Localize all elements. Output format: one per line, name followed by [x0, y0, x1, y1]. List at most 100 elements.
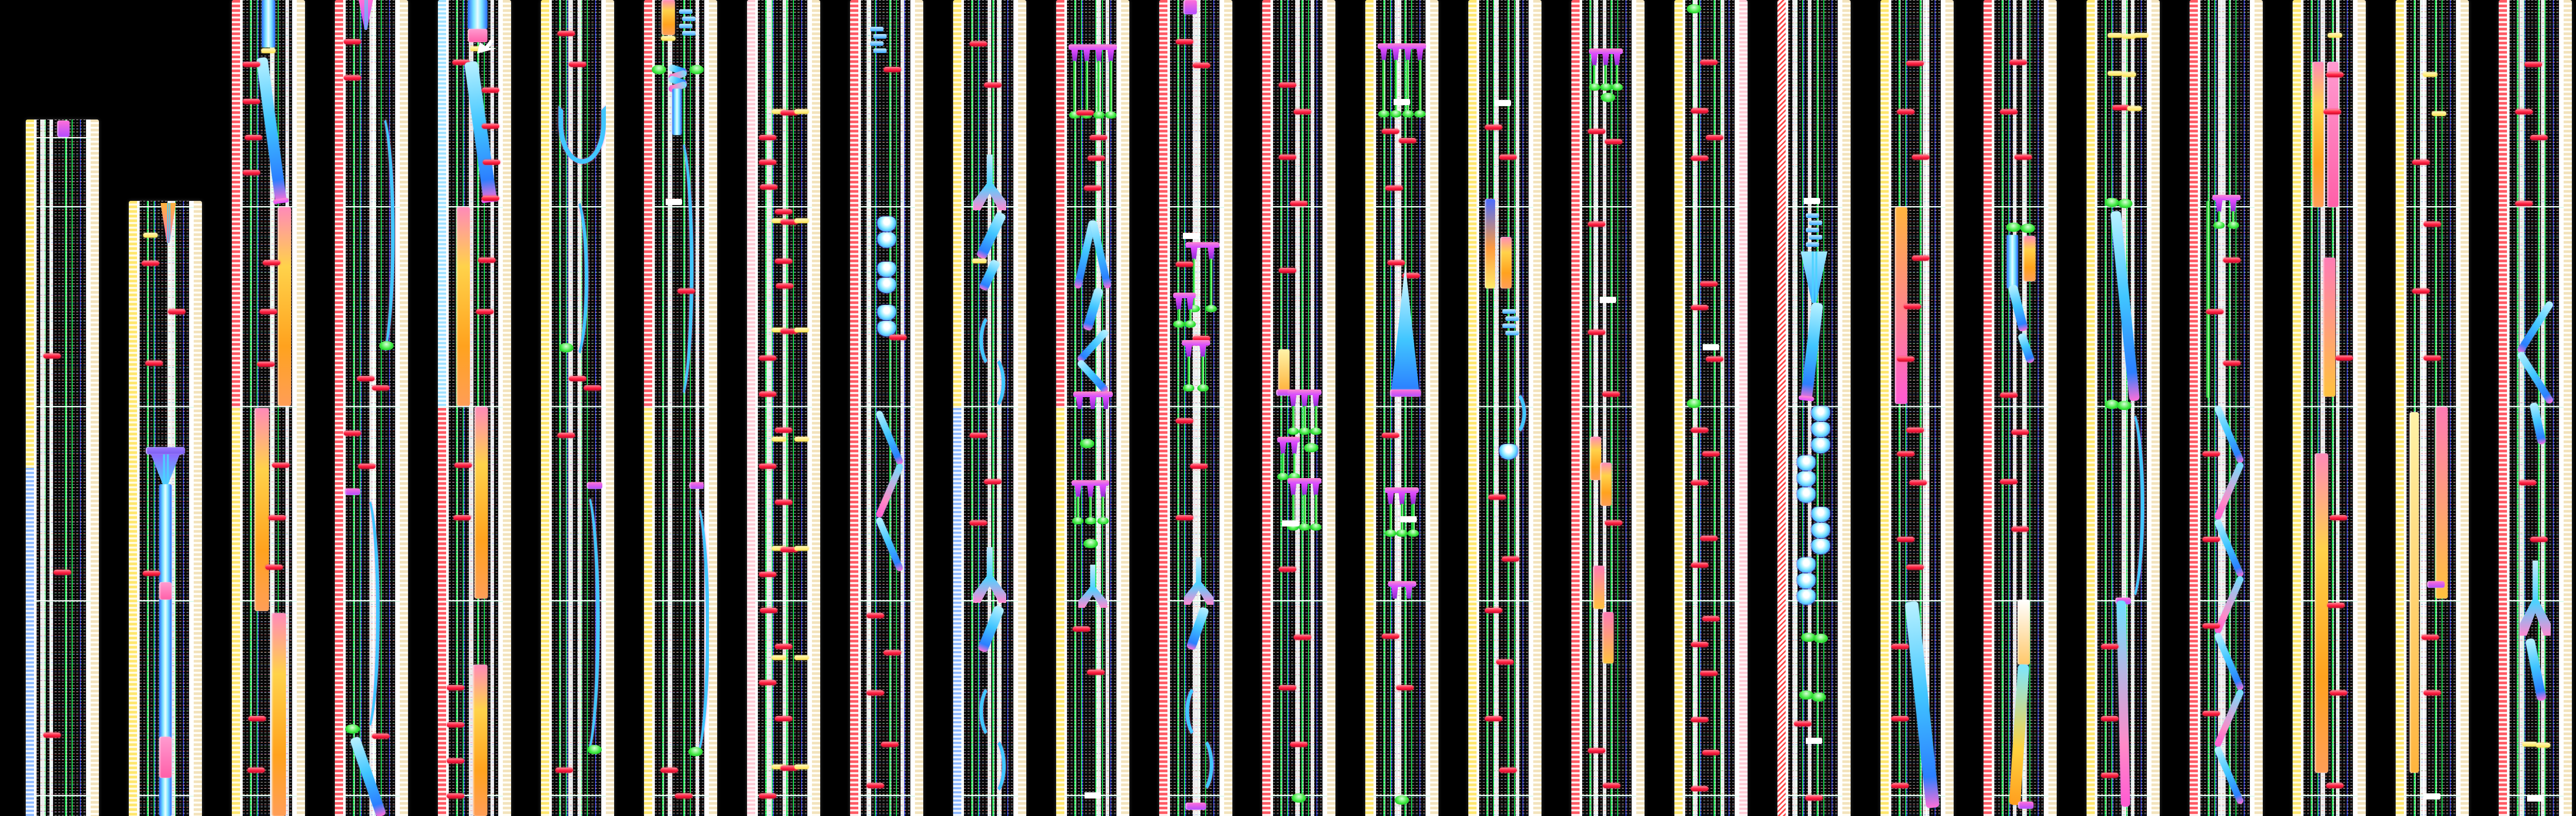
- slur-curve-cyan: [977, 354, 1005, 411]
- notehead-green: [1183, 384, 1195, 392]
- notation-texture: [861, 0, 910, 816]
- notehead-green: [1277, 473, 1289, 480]
- barline-dash-red: [476, 309, 494, 314]
- notehead-green: [1205, 305, 1217, 312]
- barline-dash-red: [1794, 721, 1811, 726]
- barline-dash-red: [268, 515, 286, 520]
- barline-dash-red: [247, 768, 265, 773]
- system-break-line: [34, 137, 91, 138]
- barline-dash-red: [889, 335, 907, 340]
- edge-segment-red: [438, 408, 446, 816]
- beam-group: [1588, 48, 1623, 94]
- note-stem-green: [1382, 60, 1385, 111]
- barline-dash-red: [660, 768, 678, 773]
- column-left-edge-marks: [335, 0, 343, 816]
- system-break-line: [1477, 795, 1533, 796]
- dash-yellow: [794, 546, 809, 551]
- barline-dash-red: [1176, 39, 1193, 44]
- system-break-line: [446, 206, 503, 207]
- barline-dash-red: [1076, 110, 1094, 115]
- column-right-edge-marks: [2151, 0, 2160, 816]
- bell-notehead-cyan: [1811, 406, 1831, 421]
- barline-dash-red: [1382, 433, 1399, 438]
- column-staff-panel: [961, 0, 1018, 816]
- gradient-note-bar: [254, 408, 269, 611]
- edge-segment-red: [644, 0, 652, 408]
- slur-curve-cyan: [1498, 389, 1526, 437]
- barline-dash-red: [1906, 565, 1924, 570]
- gradient-note-bar: [2409, 412, 2419, 773]
- beam-group: [1181, 340, 1210, 395]
- barline-dash-red: [54, 570, 71, 575]
- beam-stem-flag: [1187, 298, 1194, 310]
- score-column: [1468, 0, 1541, 816]
- bell-notehead-cyan: [877, 232, 896, 248]
- barline-dash-red: [1290, 201, 1308, 206]
- beamlet-step: [1505, 316, 1519, 321]
- system-break-line: [549, 406, 606, 407]
- gradient-note-bar: [1185, 803, 1206, 810]
- beam-group: [1277, 437, 1300, 483]
- dash-yellow: [2328, 33, 2342, 38]
- barline-dash-red: [884, 67, 901, 72]
- bell-notehead-cyan: [877, 278, 896, 293]
- gradient-note-bar: [467, 29, 487, 42]
- column-right-edge-marks: [400, 0, 408, 816]
- system-break-line: [2198, 600, 2255, 601]
- beamlet-step: [873, 34, 887, 39]
- barline-dash-red: [867, 690, 884, 695]
- barline-dash-red: [1700, 281, 1718, 286]
- barline-dash-red: [775, 209, 792, 214]
- column-staff-panel: [1477, 0, 1533, 816]
- notehead-pair-white: [1494, 100, 1511, 106]
- barline-dash-red: [2412, 160, 2430, 165]
- barline-dash-red: [1279, 567, 1296, 572]
- barline-dash-red: [1691, 480, 1708, 485]
- barline-dash-red: [759, 464, 777, 469]
- system-break-line: [2198, 795, 2255, 796]
- beam-bar-magenta: [1185, 242, 1220, 248]
- notehead-green: [1310, 523, 1321, 531]
- system-break-line: [1167, 600, 1224, 601]
- barline-dash-red: [2335, 355, 2353, 361]
- column-staff-panel: [343, 0, 400, 816]
- barline-dash-red: [1891, 783, 1909, 788]
- notehead-pair-white: [1084, 792, 1101, 798]
- column-right-edge-marks: [1430, 0, 1438, 816]
- notehead-green: [1097, 517, 1109, 524]
- barline-dash-red: [1073, 626, 1090, 632]
- note-stem-green: [1076, 497, 1079, 518]
- barline-dash-red: [1897, 109, 1914, 114]
- bell-notehead-cyan: [1811, 539, 1831, 554]
- beamlet-step: [1505, 331, 1519, 335]
- column-staff-panel: [34, 120, 91, 816]
- slur-curve-cyan: [1185, 683, 1213, 740]
- barline-dash-red: [2329, 515, 2347, 520]
- notehead-green: [2021, 224, 2036, 233]
- barline-dash-red: [248, 716, 266, 721]
- column-staff-panel: [1786, 0, 1842, 816]
- bell-note-cluster: [1499, 444, 1518, 460]
- column-right-edge-marks: [1121, 0, 1129, 816]
- column-staff-panel: [858, 0, 915, 816]
- system-break-line: [755, 406, 812, 407]
- column-left-edge-marks: [1262, 0, 1270, 816]
- beam-stem-flag: [1095, 49, 1103, 62]
- system-break-line: [1580, 600, 1636, 601]
- barline-dash-red: [759, 392, 777, 397]
- bell-notehead-cyan: [1811, 507, 1831, 522]
- bell-notehead-cyan: [1499, 444, 1518, 460]
- note-stem-green: [1389, 504, 1392, 531]
- column-right-edge-marks: [297, 0, 305, 816]
- barline-dash-red: [1293, 109, 1311, 114]
- barline-dash-red: [483, 160, 500, 165]
- beamlet-step: [870, 41, 884, 46]
- barline-dash-red: [781, 110, 798, 115]
- barline-dash-red: [2000, 393, 2018, 398]
- bell-notehead-cyan: [1797, 471, 1816, 487]
- barline-dash-red: [2202, 623, 2221, 628]
- beam-stem-flag: [1087, 485, 1094, 498]
- dash-yellow: [2432, 111, 2447, 116]
- barline-dash-red: [1700, 60, 1718, 65]
- barline-dash-red: [1279, 685, 1296, 690]
